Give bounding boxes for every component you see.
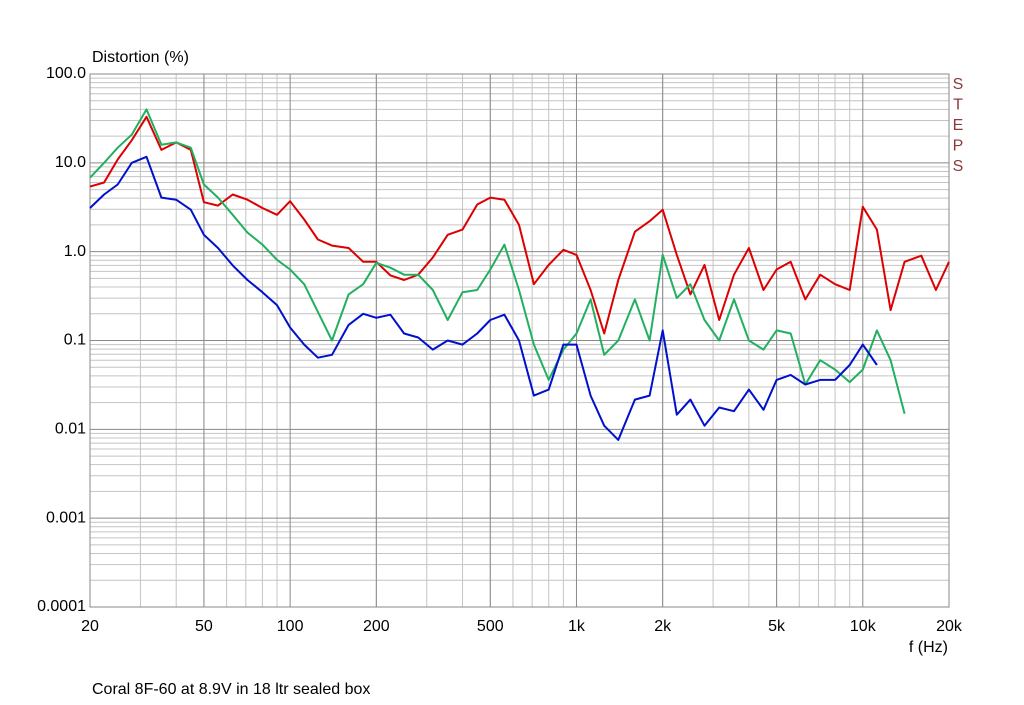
x-tick-label: 20	[81, 618, 99, 635]
y-tick-label: 0.01	[55, 421, 86, 438]
y-tick-label: 0.1	[64, 332, 86, 349]
x-tick-label: 100	[277, 618, 304, 635]
series-line	[89, 115, 950, 335]
y-tick-label: 10.0	[55, 154, 86, 171]
x-tick-label: 50	[195, 618, 213, 635]
x-tick-label: 1k	[568, 618, 586, 635]
y-tick-label: 100.0	[46, 65, 86, 82]
x-tick-label: 2k	[654, 618, 672, 635]
plot-frame	[89, 73, 950, 608]
y-tick-label: 0.0001	[37, 598, 86, 615]
series-line	[89, 108, 906, 414]
x-tick-label: 500	[477, 618, 504, 635]
series-line	[89, 155, 878, 441]
y-tick-label: 1.0	[64, 243, 86, 260]
x-tick-label: 200	[363, 618, 390, 635]
y-axis-label: Distortion (%)	[92, 49, 189, 66]
footnote: Coral 8F-60 at 8.9V in 18 ltr sealed box	[92, 681, 370, 698]
y-tick-label: 0.001	[46, 509, 86, 526]
x-tick-label: 20k	[936, 618, 963, 635]
x-axis-label: f (Hz)	[909, 639, 948, 656]
x-tick-label: 5k	[768, 618, 786, 635]
x-tick-label: 10k	[850, 618, 877, 635]
